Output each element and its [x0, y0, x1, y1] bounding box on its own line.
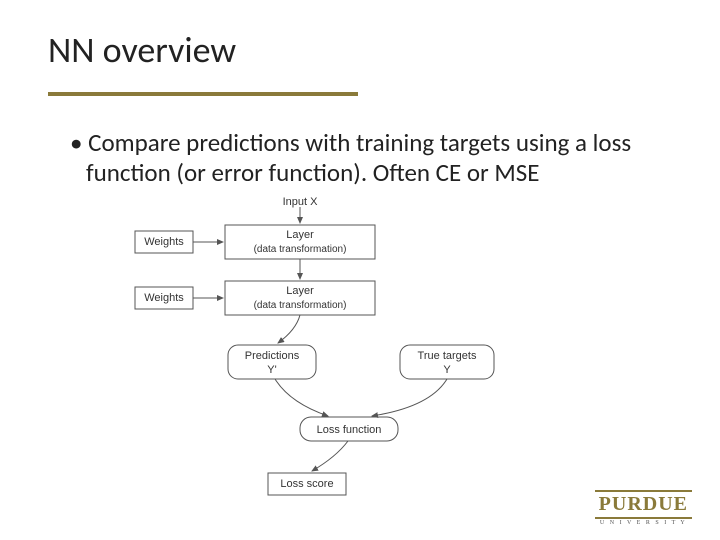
node-predictions-sublabel: Y' — [267, 364, 276, 376]
slide: NN overview Compare predictions with tra… — [0, 0, 720, 540]
node-weights2-label: Weights — [144, 292, 184, 304]
node-layer1-sublabel: (data transformation) — [254, 244, 347, 255]
node-input-label: Input X — [283, 196, 319, 208]
logo-brand: PURDUE — [595, 490, 692, 519]
title-underline — [48, 92, 358, 96]
node-layer1-label: Layer — [286, 229, 314, 241]
node-predictions-label: Predictions — [245, 350, 300, 362]
logo-sub: U N I V E R S I T Y — [595, 520, 692, 526]
node-weights1-label: Weights — [144, 236, 184, 248]
purdue-logo: PURDUE U N I V E R S I T Y — [595, 490, 692, 526]
node-loss-score-label: Loss score — [280, 478, 333, 490]
node-layer2-sublabel: (data transformation) — [254, 300, 347, 311]
edge-loss-score — [312, 441, 348, 471]
node-true-targets-label: True targets — [418, 350, 477, 362]
slide-title: NN overview — [48, 28, 236, 72]
node-layer2-label: Layer — [286, 285, 314, 297]
bullet-text: Compare predictions with training target… — [70, 128, 665, 187]
node-true-targets-sublabel: Y — [443, 364, 451, 376]
edge-targets-loss — [372, 379, 447, 416]
edge-layer2-predictions — [278, 315, 300, 343]
node-loss-function-label: Loss function — [317, 424, 382, 436]
nn-flowchart: Input X Weights Layer (data transformati… — [0, 195, 720, 525]
edge-predictions-loss — [275, 379, 328, 416]
